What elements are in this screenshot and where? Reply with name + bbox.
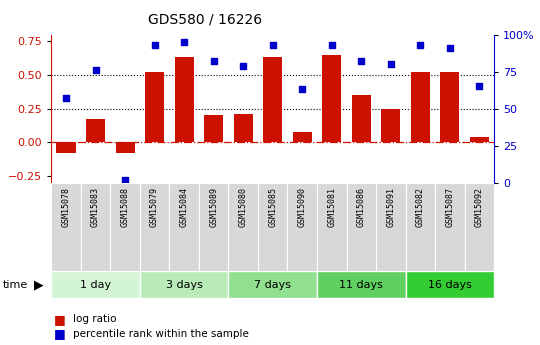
Bar — [199, 183, 228, 271]
Text: GSM15086: GSM15086 — [357, 187, 366, 227]
Text: GSM15091: GSM15091 — [386, 187, 395, 227]
Point — [91, 67, 100, 73]
Bar — [86, 119, 105, 142]
Bar — [263, 57, 282, 142]
Point — [387, 61, 395, 67]
Bar — [347, 183, 376, 271]
Text: 16 days: 16 days — [428, 280, 472, 289]
Bar — [406, 183, 435, 271]
Bar — [116, 142, 134, 153]
Text: GSM15082: GSM15082 — [416, 187, 425, 227]
Text: GSM15092: GSM15092 — [475, 187, 484, 227]
Text: time: time — [3, 280, 28, 289]
Bar — [234, 114, 253, 142]
Text: 3 days: 3 days — [166, 280, 202, 289]
Bar — [411, 72, 430, 142]
Text: GSM15090: GSM15090 — [298, 187, 307, 227]
Bar — [81, 183, 110, 271]
Point — [475, 84, 484, 89]
Bar — [317, 183, 347, 271]
Point — [446, 45, 454, 51]
Bar — [204, 116, 223, 142]
Bar — [381, 109, 400, 142]
Bar — [352, 95, 371, 142]
Point — [180, 39, 188, 45]
Text: ▶: ▶ — [33, 278, 43, 291]
Point — [298, 87, 307, 92]
Text: GSM15083: GSM15083 — [91, 187, 100, 227]
Bar — [287, 183, 317, 271]
Text: GSM15080: GSM15080 — [239, 187, 248, 227]
Bar — [464, 183, 494, 271]
Bar — [376, 183, 406, 271]
Point — [416, 42, 424, 48]
Bar — [228, 271, 317, 298]
Text: 11 days: 11 days — [339, 280, 383, 289]
Bar — [51, 183, 81, 271]
Text: ■: ■ — [54, 327, 66, 341]
Text: GSM15089: GSM15089 — [209, 187, 218, 227]
Bar — [228, 183, 258, 271]
Bar — [440, 72, 460, 142]
Text: ■: ■ — [54, 313, 66, 326]
Text: GDS580 / 16226: GDS580 / 16226 — [148, 12, 262, 26]
Bar — [140, 271, 228, 298]
Text: percentile rank within the sample: percentile rank within the sample — [73, 329, 249, 339]
Bar — [145, 72, 164, 142]
Text: GSM15087: GSM15087 — [446, 187, 454, 227]
Text: GSM15085: GSM15085 — [268, 187, 277, 227]
Bar — [57, 142, 76, 153]
Bar — [322, 55, 341, 142]
Point — [210, 58, 218, 64]
Text: GSM15088: GSM15088 — [120, 187, 130, 227]
Bar — [435, 183, 464, 271]
Text: GSM15081: GSM15081 — [327, 187, 336, 227]
Text: log ratio: log ratio — [73, 314, 117, 324]
Bar — [406, 271, 494, 298]
Text: GSM15078: GSM15078 — [62, 187, 71, 227]
Bar — [140, 183, 170, 271]
Text: 1 day: 1 day — [80, 280, 111, 289]
Bar — [258, 183, 287, 271]
Bar — [110, 183, 140, 271]
Point — [327, 42, 336, 48]
Text: 7 days: 7 days — [254, 280, 291, 289]
Bar — [174, 57, 194, 142]
Point — [357, 58, 366, 64]
Text: GSM15079: GSM15079 — [150, 187, 159, 227]
Bar — [293, 131, 312, 142]
Bar — [317, 271, 406, 298]
Point — [62, 96, 70, 101]
Text: GSM15084: GSM15084 — [180, 187, 188, 227]
Point — [121, 177, 130, 183]
Point — [268, 42, 277, 48]
Point — [150, 42, 159, 48]
Bar — [470, 137, 489, 142]
Bar — [170, 183, 199, 271]
Point — [239, 63, 247, 68]
Bar — [51, 271, 140, 298]
